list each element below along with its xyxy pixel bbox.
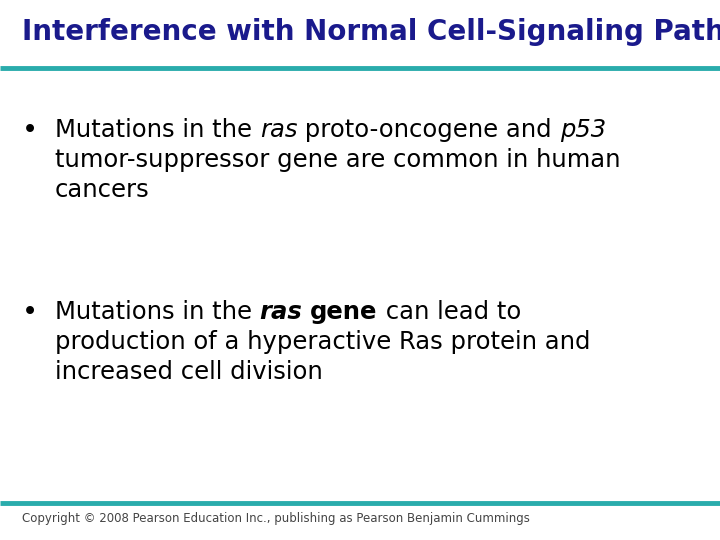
Text: •: • xyxy=(22,300,38,326)
Text: can lead to: can lead to xyxy=(377,300,521,324)
Text: proto-oncogene and: proto-oncogene and xyxy=(297,118,559,142)
Text: Mutations in the: Mutations in the xyxy=(55,300,260,324)
Text: production of a hyperactive Ras protein and: production of a hyperactive Ras protein … xyxy=(55,330,590,354)
Text: p53: p53 xyxy=(559,118,606,142)
Text: Mutations in the: Mutations in the xyxy=(55,118,260,142)
Text: ras: ras xyxy=(260,118,297,142)
Text: Interference with Normal Cell-Signaling Pathways: Interference with Normal Cell-Signaling … xyxy=(22,18,720,46)
Text: cancers: cancers xyxy=(55,178,150,202)
Text: tumor-suppressor gene are common in human: tumor-suppressor gene are common in huma… xyxy=(55,148,621,172)
Text: ras: ras xyxy=(260,300,302,324)
Text: Copyright © 2008 Pearson Education Inc., publishing as Pearson Benjamin Cummings: Copyright © 2008 Pearson Education Inc.,… xyxy=(22,512,530,525)
Text: increased cell division: increased cell division xyxy=(55,360,323,384)
Text: gene: gene xyxy=(310,300,377,324)
Text: •: • xyxy=(22,118,38,144)
